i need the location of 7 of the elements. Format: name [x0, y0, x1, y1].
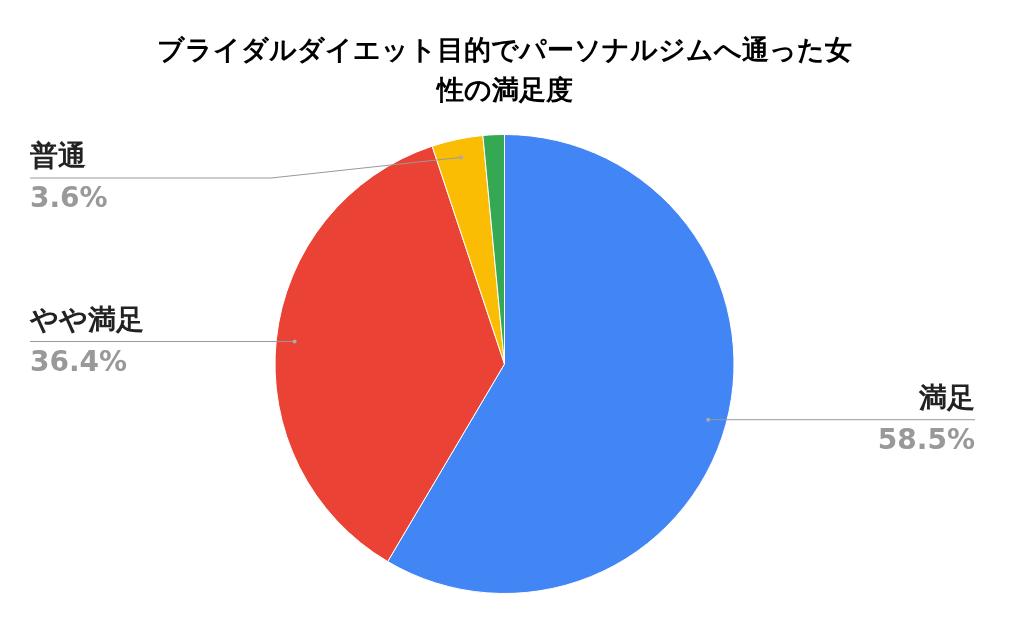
chart-title: ブライダルダイエット目的でパーソナルジムへ通った女性の満足度	[156, 33, 853, 107]
data-label: 58.5%	[877, 423, 975, 456]
slice-label: 満足	[918, 381, 975, 414]
slice-label: 普通	[29, 139, 86, 173]
slice-label: やや満足	[29, 302, 144, 336]
data-label: 36.4%	[30, 344, 128, 378]
data-label: 3.6%	[30, 181, 108, 215]
